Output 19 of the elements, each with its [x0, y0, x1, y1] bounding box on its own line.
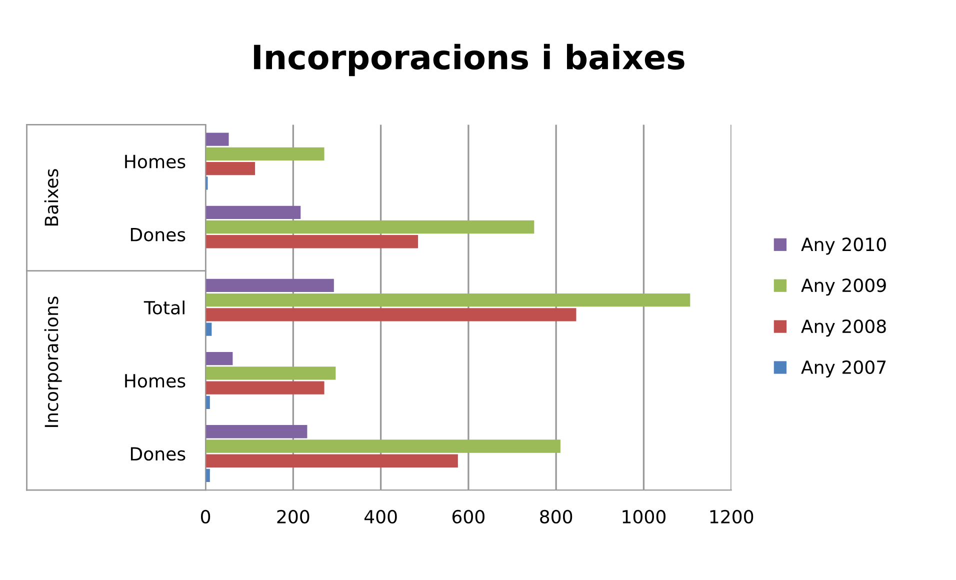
- text: Incorporacions: [44, 296, 62, 427]
- x-tick-label: 1000: [622, 510, 666, 524]
- text: Baixes: [44, 169, 58, 226]
- x-tick-label: 1200: [710, 510, 754, 524]
- y-tick-label: Homes: [125, 374, 186, 388]
- x-tick-label: 400: [364, 510, 397, 524]
- x-tick-label: 800: [540, 510, 572, 524]
- y-tick-label: Dones: [130, 228, 186, 242]
- y-tick-label: Dones: [130, 447, 186, 461]
- legend-label: Any 2007: [801, 360, 886, 378]
- chart-title: Incorporacions i baixes: [254, 44, 684, 76]
- legend-label: Any 2010: [801, 238, 886, 255]
- x-tick-label: 200: [277, 510, 310, 524]
- y-tick-label: Total: [144, 300, 184, 315]
- legend-label: Any 2009: [801, 278, 886, 296]
- y-tick-label: Homes: [125, 154, 186, 168]
- legend-label: Any 2008: [801, 319, 886, 337]
- x-tick-label: 600: [452, 510, 484, 524]
- x-tick-label: 0: [200, 510, 210, 524]
